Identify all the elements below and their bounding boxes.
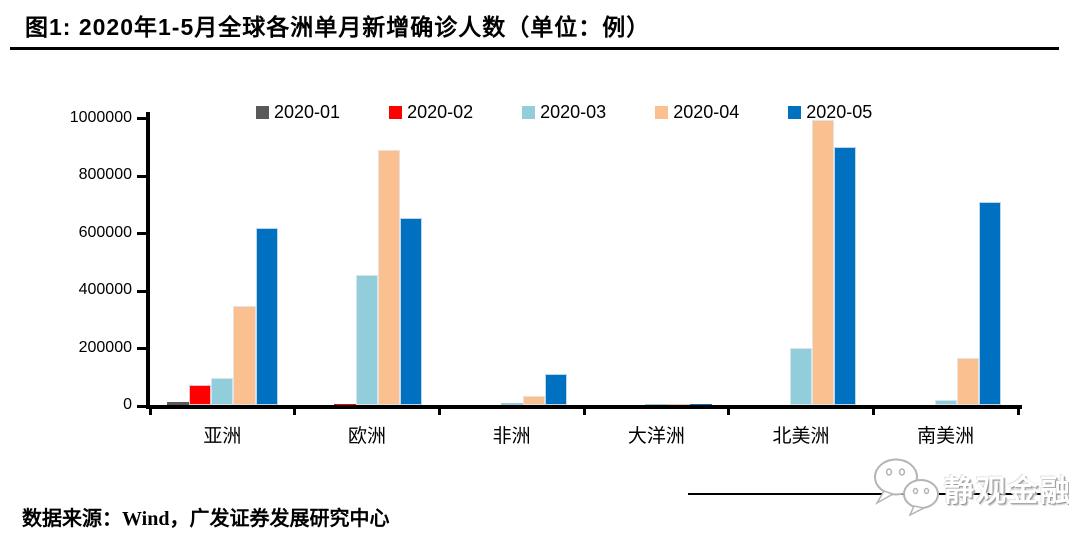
- wechat-bubbles-icon: [874, 458, 939, 516]
- bar-2020-03-南美洲: [934, 400, 957, 405]
- y-tick-mark: [137, 117, 146, 120]
- x-tick-mark: [437, 405, 441, 415]
- category-label: 非洲: [492, 426, 531, 447]
- bar-2020-03-欧洲: [355, 275, 379, 405]
- legend-item-2020-01: 2020-01: [256, 102, 340, 123]
- bar-2020-03-亚洲: [211, 377, 234, 405]
- y-tick-label: 0: [123, 396, 132, 413]
- logo-divider-line: [688, 493, 1069, 495]
- legend-label: 2020-04: [673, 102, 740, 122]
- bar-2020-03-北美洲: [789, 347, 813, 405]
- legend-label: 2020-02: [407, 102, 474, 122]
- category-label: 南美洲: [917, 426, 975, 447]
- x-tick-mark: [293, 405, 297, 415]
- legend-label: 2020-03: [540, 102, 607, 122]
- y-tick-label: 1000000: [69, 108, 132, 126]
- bar-2020-05-亚洲: [255, 228, 278, 405]
- bar-2020-04-南美洲: [956, 357, 979, 405]
- y-tick-mark: [137, 289, 146, 293]
- chart-legend: 2020-01 2020-02 2020-03 2020-04 2020-05: [256, 102, 872, 123]
- y-tick-mark: [137, 404, 146, 408]
- legend-label: 2020-05: [806, 102, 873, 122]
- brand-watermark: 静观金融: [872, 452, 1069, 518]
- category-label: 亚洲: [203, 426, 242, 447]
- legend-item-2020-05: 2020-05: [788, 102, 872, 123]
- bar-2020-05-欧洲: [400, 218, 423, 405]
- y-tick-label: 600000: [78, 223, 132, 241]
- bar-2020-04-欧洲: [378, 149, 401, 405]
- bar-2020-05-非洲: [544, 373, 568, 405]
- legend-label: 2020-01: [274, 102, 341, 122]
- y-axis-line: [146, 112, 150, 409]
- legend-swatch-icon: [788, 106, 802, 119]
- y-tick-mark: [137, 347, 146, 350]
- bar-2020-05-北美洲: [834, 147, 857, 405]
- y-tick-label: 400000: [78, 281, 132, 298]
- legend-item-2020-04: 2020-04: [655, 102, 739, 123]
- bar-2020-05-大洋洲: [689, 404, 712, 405]
- y-tick-label: 200000: [78, 338, 132, 356]
- bar-2020-04-北美洲: [812, 120, 835, 405]
- x-tick-mark: [727, 405, 731, 415]
- bar-2020-04-亚洲: [233, 306, 256, 405]
- category-label: 欧洲: [347, 426, 386, 447]
- bar-2020-05-南美洲: [978, 202, 1002, 405]
- brand-name: 静观金融: [944, 475, 1069, 508]
- x-tick-mark: [1016, 405, 1020, 415]
- legend-swatch-icon: [655, 106, 669, 119]
- title-divider: [10, 47, 1059, 50]
- bar-2020-01-亚洲: [166, 401, 189, 405]
- legend-item-2020-02: 2020-02: [389, 102, 473, 123]
- x-axis-line: [146, 405, 1022, 409]
- y-tick-mark: [137, 232, 146, 235]
- bar-2020-04-大洋洲: [667, 404, 690, 405]
- category-label: 北美洲: [772, 426, 830, 447]
- y-tick-mark: [137, 174, 146, 178]
- legend-swatch-icon: [389, 106, 403, 119]
- legend-item-2020-03: 2020-03: [522, 102, 606, 123]
- figure-title: 图1: 2020年1-5月全球各洲单月新增确诊人数（单位：例）: [25, 14, 651, 40]
- bar-2020-03-非洲: [500, 403, 523, 405]
- legend-swatch-icon: [256, 106, 269, 119]
- bar-2020-02-亚洲: [189, 384, 212, 405]
- bar-2020-04-非洲: [522, 395, 545, 405]
- data-source-note: 数据来源：Wind，广发证券发展研究中心: [22, 508, 390, 530]
- legend-swatch-icon: [522, 106, 536, 119]
- x-tick-mark: [871, 405, 875, 415]
- x-tick-mark: [148, 405, 152, 415]
- bar-2020-02-欧洲: [333, 404, 356, 405]
- x-tick-mark: [582, 405, 586, 415]
- bar-2020-03-大洋洲: [645, 403, 668, 405]
- y-tick-label: 800000: [78, 166, 132, 183]
- category-label: 大洋洲: [627, 426, 685, 447]
